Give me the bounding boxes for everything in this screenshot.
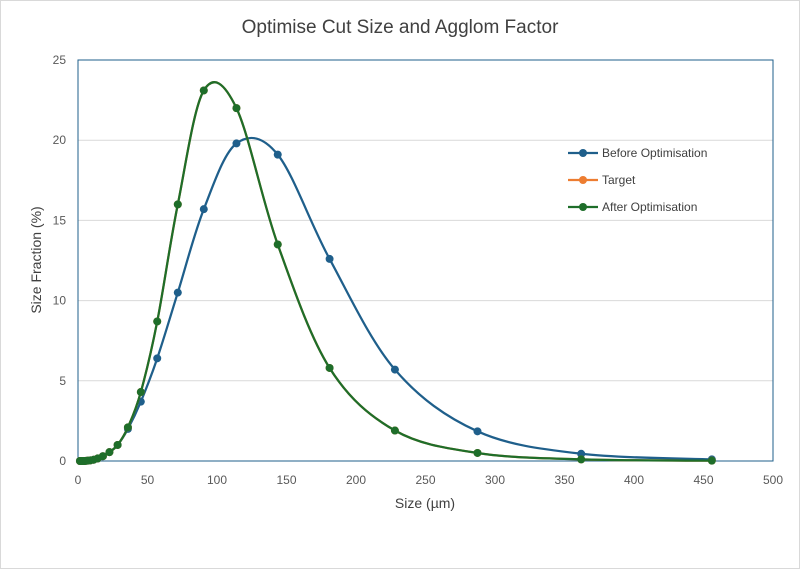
legend-marker bbox=[579, 149, 587, 157]
series-line bbox=[79, 81, 712, 463]
data-point bbox=[153, 354, 162, 363]
legend: Before Optimisation Target After Optimisat… bbox=[568, 146, 707, 214]
x-tick-label: 450 bbox=[693, 473, 713, 487]
x-tick-label: 350 bbox=[554, 473, 574, 487]
data-point bbox=[232, 139, 241, 148]
data-point bbox=[577, 455, 586, 464]
y-tick-label: 15 bbox=[53, 213, 67, 227]
y-tick-label: 5 bbox=[59, 374, 66, 388]
x-tick-label: 200 bbox=[346, 473, 366, 487]
x-tick-label: 150 bbox=[276, 473, 296, 487]
data-point bbox=[390, 365, 399, 374]
data-point bbox=[273, 240, 282, 249]
data-point bbox=[105, 448, 114, 457]
legend-item: Target bbox=[568, 173, 636, 187]
series-layer bbox=[75, 81, 716, 465]
legend-marker bbox=[579, 176, 587, 184]
legend-label: After Optimisation bbox=[602, 200, 697, 214]
y-axis-title: Size Fraction (%) bbox=[28, 206, 44, 313]
x-tick-label: 0 bbox=[75, 473, 82, 487]
x-tick-label: 400 bbox=[624, 473, 644, 487]
x-axis-ticks: 0 50 100 150 200 250 300 350 400 450 500 bbox=[75, 473, 784, 487]
data-point bbox=[473, 427, 482, 436]
data-point bbox=[113, 440, 122, 449]
chart-title: Optimise Cut Size and Agglom Factor bbox=[242, 17, 559, 38]
x-tick-label: 100 bbox=[207, 473, 227, 487]
legend-marker bbox=[579, 203, 587, 211]
series-after-optimisation bbox=[75, 81, 716, 465]
y-tick-label: 25 bbox=[53, 53, 67, 67]
plot-area-border bbox=[77, 59, 774, 462]
data-point bbox=[173, 288, 182, 297]
data-point bbox=[577, 449, 586, 458]
legend-item: Before Optimisation bbox=[568, 146, 707, 160]
x-tick-label: 500 bbox=[763, 473, 783, 487]
y-tick-label: 20 bbox=[53, 133, 67, 147]
data-point bbox=[390, 426, 399, 435]
data-point bbox=[123, 423, 132, 432]
y-tick-label: 0 bbox=[59, 454, 66, 468]
data-point bbox=[325, 363, 334, 372]
series-target bbox=[75, 81, 716, 465]
data-point bbox=[273, 150, 282, 159]
y-axis-ticks: 0 5 10 15 20 25 bbox=[53, 53, 67, 468]
data-point bbox=[199, 86, 208, 95]
series-line bbox=[79, 81, 712, 463]
data-point bbox=[232, 104, 241, 113]
x-tick-label: 250 bbox=[415, 473, 435, 487]
data-point bbox=[136, 388, 145, 397]
legend-item: After Optimisation bbox=[568, 200, 697, 214]
x-axis-title: Size (µm) bbox=[395, 495, 455, 511]
data-point bbox=[199, 205, 208, 214]
legend-label: Target bbox=[602, 173, 636, 187]
legend-label: Before Optimisation bbox=[602, 146, 707, 160]
x-tick-label: 300 bbox=[485, 473, 505, 487]
y-tick-label: 10 bbox=[53, 294, 67, 308]
x-tick-label: 50 bbox=[141, 473, 155, 487]
data-point bbox=[153, 317, 162, 326]
data-point bbox=[473, 448, 482, 457]
data-point bbox=[98, 452, 107, 461]
gridlines bbox=[78, 139, 773, 382]
data-point bbox=[173, 200, 182, 209]
data-point bbox=[707, 456, 716, 465]
data-point bbox=[325, 254, 334, 263]
